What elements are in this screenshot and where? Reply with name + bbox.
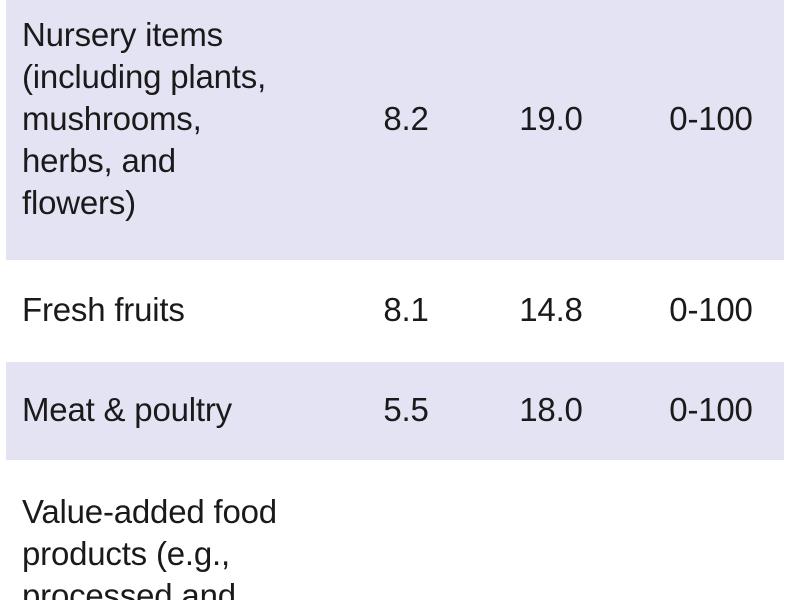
- value-cell-1: 8.2: [383, 100, 429, 137]
- row-label: Value-added food products (e.g., process…: [22, 491, 352, 600]
- range-cell: 0-100: [669, 391, 753, 428]
- label-line: Meat & poultry: [22, 391, 232, 428]
- label-line: mushrooms,: [22, 100, 202, 137]
- range-cell: 0-100: [669, 100, 753, 137]
- label-line: Fresh fruits: [22, 291, 185, 328]
- value-cell-1: 5.5: [383, 391, 429, 428]
- label-line: flowers): [22, 184, 136, 221]
- table-row-value-added-food: Value-added food products (e.g., process…: [6, 462, 784, 600]
- label-line: Value-added food: [22, 493, 277, 530]
- label-line: Nursery items: [22, 16, 223, 53]
- label-line: products (e.g.,: [22, 535, 230, 572]
- row-label: Nursery items (including plants, mushroo…: [22, 14, 352, 224]
- value-cell-2: 14.8: [519, 291, 583, 328]
- label-line: (including plants,: [22, 58, 267, 95]
- row-label: Meat & poultry: [22, 389, 352, 431]
- table-row-meat-poultry: Meat & poultry 5.5 18.0 0-100: [6, 362, 784, 460]
- value-cell-2: 18.0: [519, 391, 583, 428]
- label-line: herbs, and: [22, 142, 176, 179]
- range-cell: 0-100: [669, 291, 753, 328]
- label-line: processed and: [22, 577, 236, 600]
- table-row-fresh-fruits: Fresh fruits 8.1 14.8 0-100: [6, 262, 784, 358]
- value-cell-2: 19.0: [519, 100, 583, 137]
- value-cell-1: 8.1: [383, 291, 429, 328]
- table-row-nursery-items: Nursery items (including plants, mushroo…: [6, 0, 784, 260]
- row-label: Fresh fruits: [22, 289, 352, 331]
